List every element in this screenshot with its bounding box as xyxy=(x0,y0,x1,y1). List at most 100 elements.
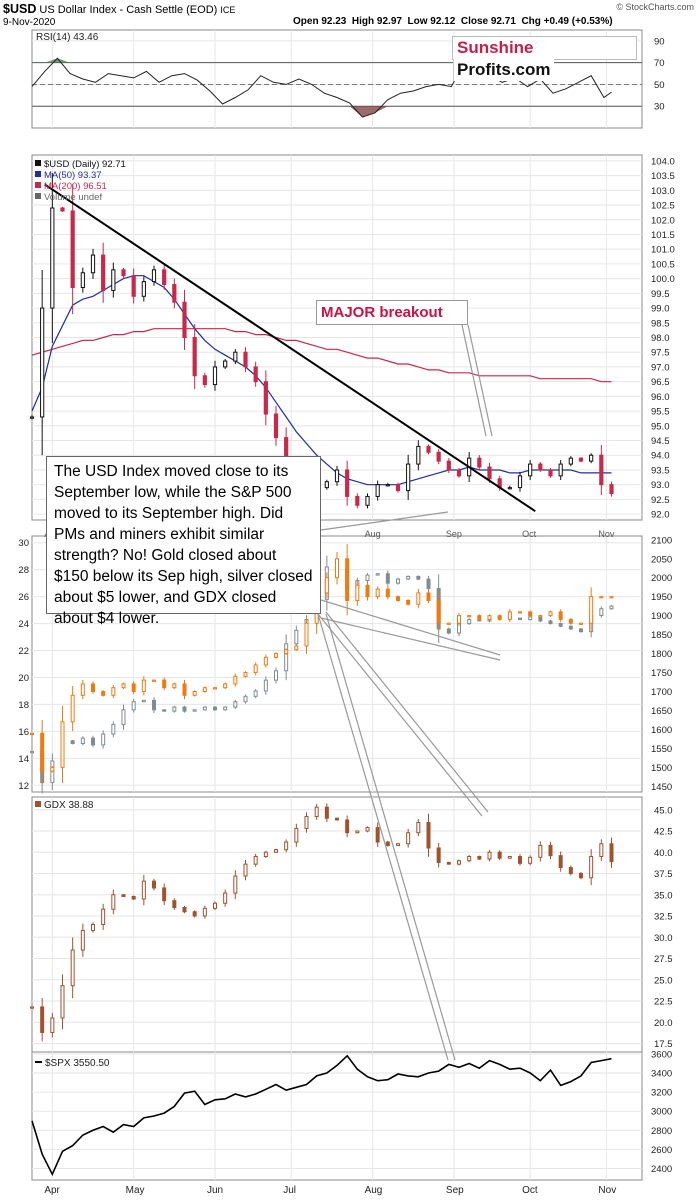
silver-candle xyxy=(182,706,187,712)
gold-candle xyxy=(131,683,136,692)
gdx-candle xyxy=(446,861,451,865)
gdx-candle xyxy=(202,907,207,917)
gold-candle xyxy=(274,653,278,658)
gdx-candle xyxy=(111,894,116,910)
gold-candle xyxy=(568,618,573,624)
y-tick-label: 100.0 xyxy=(651,274,675,285)
panel-frame-spx xyxy=(31,1051,643,1181)
ma50-line xyxy=(31,275,612,486)
gdx-candle xyxy=(548,844,553,857)
gdx-legend-swatch xyxy=(35,801,41,807)
gdx-candle xyxy=(70,949,75,987)
y-tick-label: 3600 xyxy=(651,1049,672,1060)
y-tick-label: 25.0 xyxy=(654,975,673,986)
credit-label: © StockCharts.com xyxy=(616,2,694,12)
gold-candle xyxy=(558,611,563,620)
grid-layer xyxy=(31,29,643,1181)
y-tick-label: 103.0 xyxy=(651,186,675,197)
y-tick-label: 3200 xyxy=(651,1088,672,1099)
gold-candle xyxy=(162,679,167,689)
overlay-layer xyxy=(317,324,501,1061)
y-tick-label: 32.5 xyxy=(654,912,673,923)
usd-candle xyxy=(90,254,96,274)
gdx-candle xyxy=(507,856,512,859)
silver-candle xyxy=(599,608,604,616)
month-tick-label-upper: Oct xyxy=(522,529,537,539)
gdx-candle xyxy=(213,902,217,909)
silver-candle xyxy=(30,751,34,754)
usd-legend-swatch xyxy=(35,193,41,199)
usd-candle xyxy=(406,463,411,492)
gold-candle xyxy=(436,599,441,624)
callout-pointer-gdx-2 xyxy=(317,613,483,817)
usd-candle xyxy=(223,360,228,368)
silver-candle xyxy=(528,616,533,621)
silver-candle xyxy=(274,670,278,681)
gdx-candle xyxy=(396,843,400,846)
gdx-candle xyxy=(91,924,95,931)
gold-candle xyxy=(589,596,594,624)
y-tick-label: 3400 xyxy=(651,1069,672,1080)
y-tick-label: 2600 xyxy=(651,1145,672,1156)
gdx-candle xyxy=(335,817,339,821)
gold-y-tick-label: 2100 xyxy=(651,535,672,546)
gold-candle xyxy=(579,622,583,625)
usd-candle xyxy=(131,275,136,297)
y-tick-label: 98.5 xyxy=(651,318,670,329)
gdx-legend: GDX 38.88 xyxy=(44,800,94,811)
gold-candle xyxy=(497,615,502,620)
gold-candle xyxy=(548,611,553,617)
y-tick-label: 93.0 xyxy=(651,480,670,491)
gdx-candle xyxy=(141,880,146,900)
gdx-candle xyxy=(182,907,187,913)
gdx-candle xyxy=(355,830,360,834)
silver-candle xyxy=(70,740,75,744)
usd-legend-entry: $USD (Daily) 92.71 xyxy=(44,159,126,170)
panel-frame-gs xyxy=(31,535,643,793)
gdx-candle xyxy=(223,892,228,904)
usd-legend-entry: MA(200) 96.51 xyxy=(44,181,107,192)
silver-candle xyxy=(365,574,370,581)
gold-candle xyxy=(121,683,126,689)
gdx-candle xyxy=(426,822,431,849)
instrument-name: US Dollar Index - Cash Settle (EOD) xyxy=(39,4,218,16)
gold-candle xyxy=(192,690,197,696)
y-tick-label: 98.0 xyxy=(651,333,670,344)
y-tick-label: 99.5 xyxy=(651,289,670,300)
silver-candle xyxy=(152,699,156,711)
gdx-candle xyxy=(528,856,533,864)
panel-frame-gdx xyxy=(31,796,643,1053)
gold-candle xyxy=(467,615,472,618)
usd-candle xyxy=(334,469,340,483)
gold-candle xyxy=(182,683,187,696)
gold-y-tick-label: 1900 xyxy=(651,611,672,622)
gdx-candle xyxy=(80,929,85,951)
gold-candle xyxy=(101,690,106,696)
gdx-candle xyxy=(345,819,350,834)
usd-candle xyxy=(538,463,543,471)
chart-header: $USD US Dollar Index - Cash Settle (EOD)… xyxy=(3,2,698,32)
usd-candle xyxy=(324,481,329,489)
gold-candle xyxy=(406,599,411,605)
y-tick-label: 92.0 xyxy=(651,510,670,521)
silver-y-tick-label: 12 xyxy=(18,781,29,792)
gold-candle xyxy=(243,672,248,677)
gold-y-tick-label: 1700 xyxy=(651,687,672,698)
y-tick-label: 17.5 xyxy=(654,1039,673,1050)
exchange-label: ICE xyxy=(220,5,236,15)
silver-y-tick-label: 28 xyxy=(18,565,29,576)
usd-candle xyxy=(517,475,523,489)
gdx-candle xyxy=(274,849,278,853)
y-tick-label: 100.5 xyxy=(651,259,675,270)
gdx-candle xyxy=(192,911,197,917)
silver-candle xyxy=(131,701,136,711)
y-tick-label: 35.0 xyxy=(654,890,673,901)
usd-candle xyxy=(172,284,177,303)
y-tick-label: 30 xyxy=(654,102,665,113)
silver-y-tick-label: 26 xyxy=(18,592,29,603)
silver-candle xyxy=(558,623,563,627)
gold-candle xyxy=(141,679,146,692)
usd-candle xyxy=(60,207,65,212)
gold-y-tick-label: 1850 xyxy=(651,630,672,641)
gdx-candle xyxy=(579,873,583,879)
